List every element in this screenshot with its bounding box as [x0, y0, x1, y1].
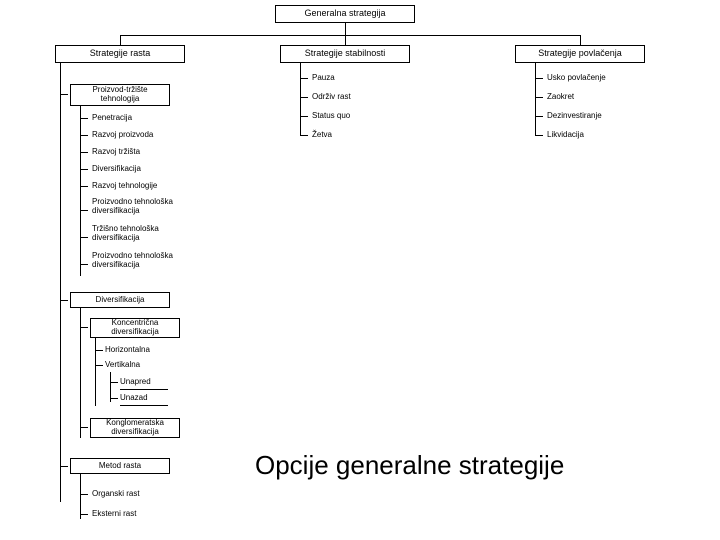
konglomeratska-box: Konglomeratska diversifikacija [90, 418, 180, 438]
tick [80, 237, 88, 238]
tick [80, 118, 88, 119]
tick [300, 116, 308, 117]
penetracija: Penetracija [92, 114, 132, 123]
col1-spine [60, 95, 61, 502]
connector [120, 35, 121, 45]
tick [95, 365, 103, 366]
tick [60, 300, 68, 301]
tick [60, 466, 68, 467]
connector [300, 63, 301, 135]
col1-header: Strategije rasta [55, 45, 185, 63]
unazad: Unazad [120, 394, 148, 403]
col3-item: Dezinvestiranje [547, 112, 602, 121]
connector [80, 474, 81, 519]
tick [80, 264, 88, 265]
razvoj-tehnologije: Razvoj tehnologije [92, 182, 157, 191]
unapred: Unapred [120, 378, 151, 387]
tick [300, 97, 308, 98]
vertikalna: Vertikalna [105, 361, 140, 370]
connector [345, 35, 346, 45]
tick [80, 152, 88, 153]
diversifikacija-box: Diversifikacija [70, 292, 170, 308]
metod-box: Metod rasta [70, 458, 170, 474]
diversifikacija: Diversifikacija [92, 165, 141, 174]
connector [580, 35, 581, 45]
horizontalna: Horizontalna [105, 346, 150, 355]
tick [110, 398, 118, 399]
page-title: Opcije generalne strategije [255, 450, 564, 481]
tick [95, 350, 103, 351]
col2-item: Pauza [312, 74, 335, 83]
tick [300, 78, 308, 79]
tick [80, 427, 88, 428]
tick [60, 94, 68, 95]
tick [110, 382, 118, 383]
tick [300, 135, 308, 136]
root-box: Generalna strategija [275, 5, 415, 23]
col3-header: Strategije povlačenja [515, 45, 645, 63]
tick [535, 97, 543, 98]
tick [80, 327, 88, 328]
ttd: Tržišno tehnološka diversifikacija [92, 225, 192, 243]
col3-item: Likvidacija [547, 131, 584, 140]
col1-spine [60, 63, 61, 95]
connector [80, 106, 81, 276]
connector [95, 338, 96, 406]
tick [80, 210, 88, 211]
col3-item: Zaokret [547, 93, 574, 102]
connector [120, 405, 168, 406]
connector [120, 389, 168, 390]
koncentricna-box: Koncentrična diversifikacija [90, 318, 180, 338]
razvoj-trzista: Razvoj tržišta [92, 148, 140, 157]
ptd2: Proizvodno tehnološka diversifikacija [92, 252, 192, 270]
tick [80, 514, 88, 515]
tick [535, 135, 543, 136]
tick [80, 494, 88, 495]
tick [80, 135, 88, 136]
tick [80, 186, 88, 187]
tick [535, 78, 543, 79]
col2-header: Strategije stabilnosti [280, 45, 410, 63]
ptt-box: Proizvod-tržište tehnologija [70, 84, 170, 106]
connector [120, 35, 580, 36]
razvoj-proizvoda: Razvoj proizvoda [92, 131, 153, 140]
col2-item: Status quo [312, 112, 350, 121]
eksterni: Eksterni rast [92, 510, 136, 519]
tick [80, 169, 88, 170]
connector [535, 63, 536, 135]
col2-item: Žetva [312, 131, 332, 140]
organski: Organski rast [92, 490, 140, 499]
col3-item: Usko povlačenje [547, 74, 606, 83]
col2-item: Održiv rast [312, 93, 351, 102]
ptd: Proizvodno tehnološka diversifikacija [92, 198, 192, 216]
tick [535, 116, 543, 117]
connector [345, 23, 346, 35]
